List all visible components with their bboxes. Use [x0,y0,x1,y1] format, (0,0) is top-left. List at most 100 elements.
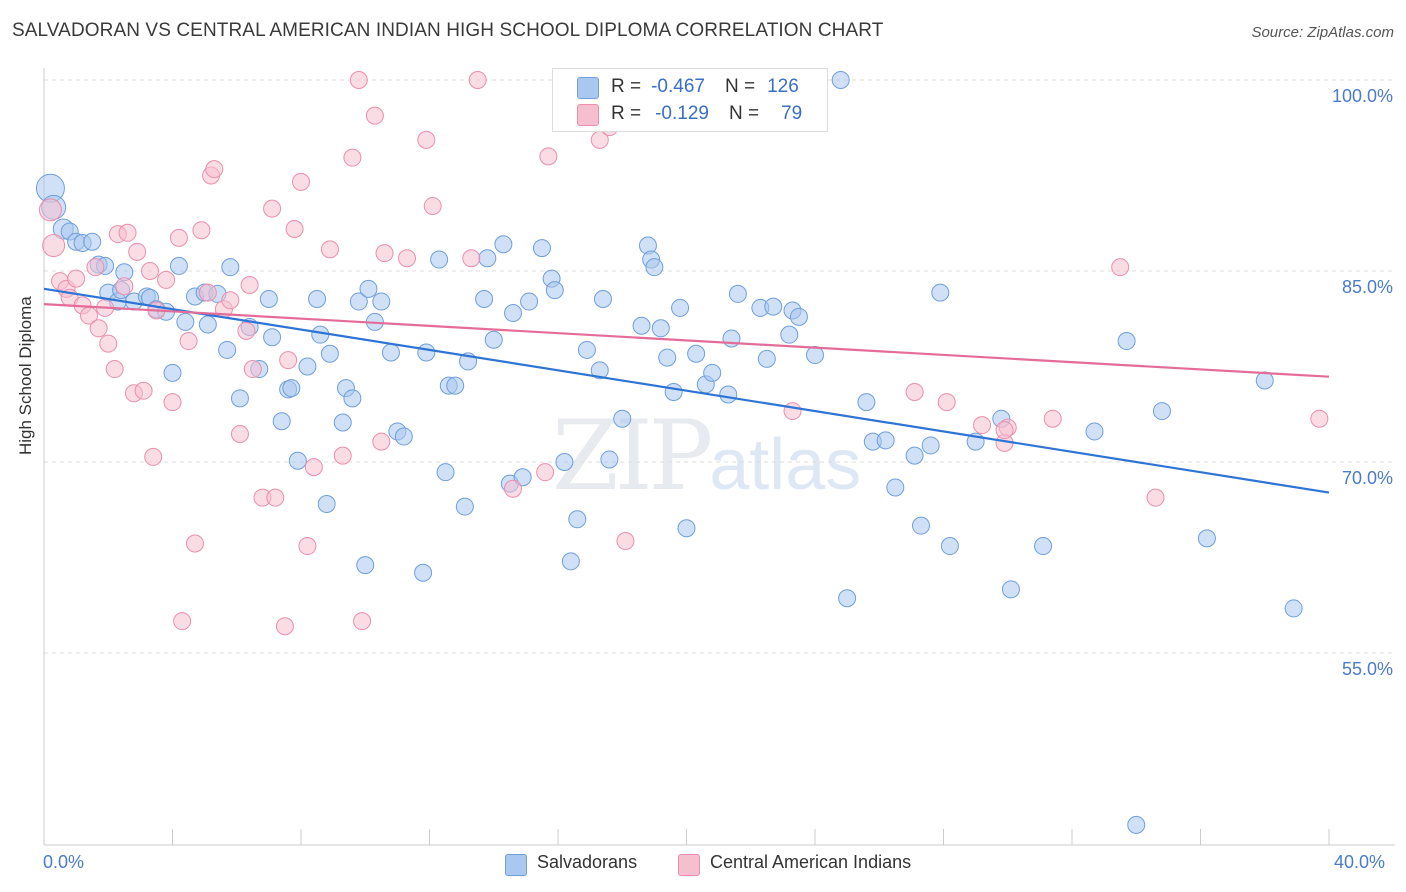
legend-n-label: N = [728,103,760,124]
cai-point [462,249,481,268]
bottom-legend-salvadorans: Salvadorans [537,852,638,872]
salvadoran-point [577,340,596,359]
cai-point [198,283,217,302]
y-tick-label: 85.0% [1341,277,1393,297]
salvadoran-point [298,357,317,376]
cai-point [237,321,256,340]
salvadoran-point [921,436,940,455]
salvadoran-point [198,315,217,334]
cai-point [1310,409,1329,428]
y-tick-label: 70.0% [1341,468,1393,488]
cai-point [163,393,182,412]
cai-point [86,258,105,277]
cai-point [423,197,442,216]
salvadoran-point [520,292,539,311]
cai-point [89,319,108,338]
salvadoran-point [455,497,474,516]
cai-point [298,537,317,556]
cai-point [973,416,992,435]
salvadoran-point [504,304,523,323]
salvadoran-point [806,346,824,365]
salvadoran-point [282,379,301,398]
salvadoran-point [561,552,580,571]
salvadoran-point [436,463,455,482]
salvadoran-point [764,297,783,316]
cai-point [468,71,487,89]
cai-point [115,277,134,296]
cai-point [144,447,163,466]
legend-swatch-pink [577,104,599,126]
cai-point [292,172,310,191]
y-tick-label: 100.0% [1331,86,1393,106]
legend-n-value: 79 [781,103,803,124]
salvadoran-point [343,389,362,408]
salvadoran-point [417,343,436,362]
salvadoran-point [1001,580,1020,599]
salvadoran-point [838,589,857,608]
salvadoran-point [687,344,706,363]
cai-point [1146,488,1165,507]
cai-point [266,488,285,507]
salvadoran-point [722,329,741,348]
cai-point [240,276,259,295]
salvadoran-point [671,298,690,317]
salvadoran-point [381,343,400,362]
cai-point [230,424,249,443]
salvadoran-point [1152,402,1171,421]
cai-point [398,249,417,268]
legend-r-value: -0.129 [655,103,709,124]
salvadoran-point [372,292,391,311]
cai-point [118,223,137,242]
cai-point [353,612,372,631]
cai-point [536,463,555,482]
salvadoran-point [719,385,738,404]
cai-point [539,147,558,166]
salvadoran-point [940,537,959,556]
cai-point [349,71,368,89]
salvadoran-point [356,556,375,575]
salvadoran-point [230,389,249,408]
salvadoran-point [1117,332,1136,351]
legend-r-label: R = [611,103,642,124]
cai-point [783,402,802,421]
x-tick-label: 0.0% [43,852,85,872]
cai-trend-line [43,303,1330,378]
cai-point [169,228,188,247]
salvadoran-point [169,256,188,275]
cai-point [38,198,62,222]
y-tick-label: 55.0% [1341,659,1393,679]
salvadoran-point [590,361,609,380]
salvadoran-point [912,516,931,535]
cai-point [616,531,635,550]
cai-point [995,421,1014,440]
cai-point [99,334,118,353]
chart-title: SALVADORAN VS CENTRAL AMERICAN INDIAN HI… [12,20,884,41]
cai-point [417,130,436,149]
cai-point [221,291,240,310]
salvadoran-point [308,290,327,309]
cai-point [42,234,66,258]
salvadoran-point [272,412,291,431]
salvadoran-point [593,290,612,309]
salvadoran-point [831,71,850,89]
salvadoran-point [905,446,924,465]
cai-point [372,432,391,451]
salvadoran-point [532,239,551,258]
cai-point [192,221,211,240]
cai-point [105,360,124,379]
salvadoran-point [886,478,905,497]
watermark-atlas: atlas [709,425,862,505]
salvadoran-point [446,376,465,395]
cai-point [279,351,298,370]
salvadoran-point [176,312,195,331]
salvadoran-point [757,349,776,368]
salvadoran-point [349,292,368,311]
salvadoran-point [780,325,799,344]
salvadoran-point [568,510,587,529]
salvadoran-point [513,468,532,487]
cai-point [141,262,160,280]
correlation-legend: R = -0.467 N = 126 R = -0.129 N = 79 [552,68,828,132]
cai-point [1043,409,1062,428]
salvadoran-point [430,250,449,269]
